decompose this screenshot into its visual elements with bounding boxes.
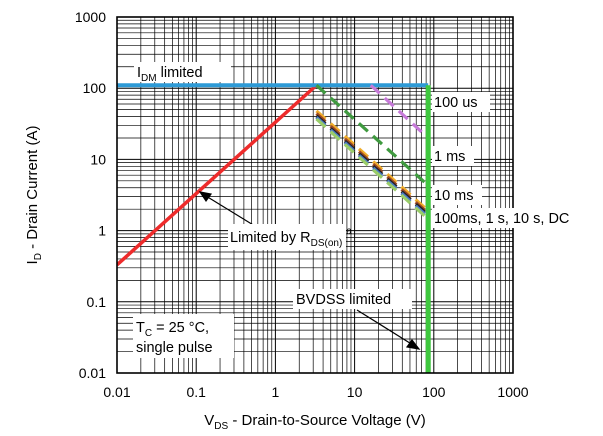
y-tick-label: 1 bbox=[98, 223, 106, 239]
x-tick-label: 10 bbox=[347, 384, 363, 400]
series-1-ms bbox=[315, 84, 430, 187]
rds-label-bg bbox=[228, 224, 346, 250]
x-tick-label: 1 bbox=[272, 384, 280, 400]
rds-label: Limited by RDS(on)a bbox=[230, 226, 352, 249]
series-limited-by-rds-on bbox=[117, 83, 318, 267]
y-tick-label: 0.01 bbox=[79, 365, 106, 381]
idm-label-bg bbox=[134, 62, 231, 82]
series-100-us bbox=[369, 84, 430, 140]
ms10-label: 10 ms bbox=[434, 188, 474, 204]
us100-label-bg bbox=[432, 92, 490, 112]
series-10-ms bbox=[315, 109, 430, 212]
tc-label: TC = 25 °C, bbox=[136, 320, 209, 339]
x-tick-label: 0.01 bbox=[103, 384, 130, 400]
ms10-label-bg bbox=[432, 185, 482, 205]
plot-frame bbox=[116, 16, 514, 374]
y-tick-label: 100 bbox=[83, 80, 107, 96]
y-axis-title: ID - Drain Current (A) bbox=[24, 126, 44, 265]
ms1-label: 1 ms bbox=[434, 149, 465, 165]
ms1-label-bg bbox=[432, 146, 474, 166]
x-axis-title: VDS - Drain-to-Source Voltage (V) bbox=[204, 412, 426, 432]
rds-arrowhead-icon bbox=[198, 191, 213, 203]
annotation-arrows bbox=[198, 191, 421, 350]
series-dc bbox=[315, 117, 430, 221]
x-tick-label: 100 bbox=[422, 384, 446, 400]
dc-label: 100ms, 1 s, 10 s, DC bbox=[434, 211, 569, 227]
bvdss-label: BVDSS limited bbox=[296, 292, 391, 308]
y-tick-label: 0.1 bbox=[87, 294, 107, 310]
annotation-labels: IDM limited 100 us 1 ms 10 ms 100ms, 1 s… bbox=[133, 62, 600, 358]
bvdss-leader-line bbox=[356, 309, 414, 346]
x-tick-label: 1000 bbox=[497, 384, 528, 400]
y-tick-label: 1000 bbox=[75, 9, 106, 25]
bvdss-label-bg bbox=[293, 289, 412, 309]
bvdss-arrowhead-icon bbox=[405, 338, 421, 350]
dc-label-bg bbox=[432, 208, 600, 228]
x-tick-label: 0.1 bbox=[186, 384, 206, 400]
tick-labels: 0.01 0.1 1 10 100 1000 0.01 0.1 1 10 100 1000 bbox=[75, 9, 529, 400]
series-layer bbox=[117, 83, 431, 373]
tc-label-line2: single pulse bbox=[136, 340, 213, 356]
tc-label-bg bbox=[133, 314, 234, 358]
idm-label: IDM limited bbox=[137, 65, 203, 84]
us100-label: 100 us bbox=[434, 95, 478, 111]
y-tick-label: 10 bbox=[90, 151, 106, 167]
